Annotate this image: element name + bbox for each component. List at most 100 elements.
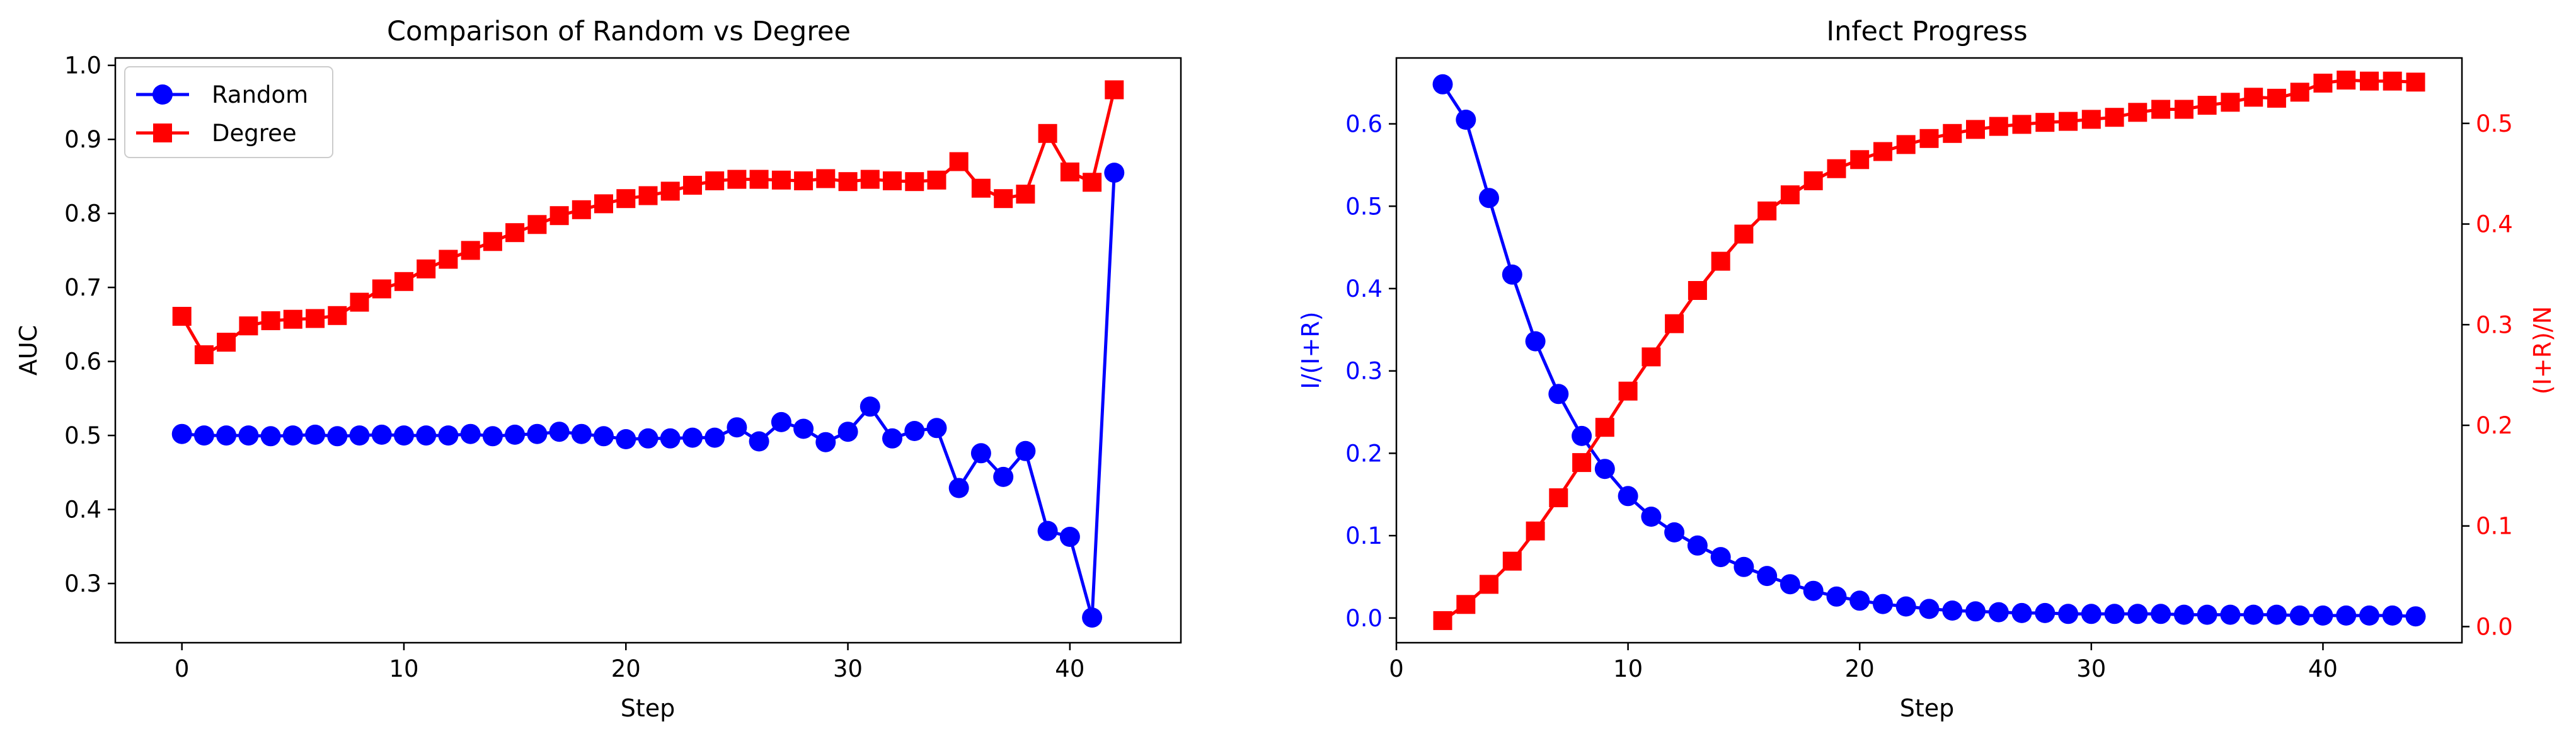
series-random-point	[948, 478, 969, 498]
legend-marker-degree	[153, 123, 172, 142]
series-infected-fraction-point	[2313, 73, 2333, 93]
series-infected-fraction-point	[1526, 521, 1545, 541]
series-infected-fraction-point	[2383, 71, 2402, 91]
y-axis-ticks: 0.3 0.4 0.5 0.6 0.7 0.8 0.9 1.0	[64, 52, 115, 597]
y-axis-ticks-right: 0.0 0.1 0.2 0.3 0.4 0.5	[2462, 110, 2513, 640]
y-tick-label: 0.5	[64, 422, 101, 449]
series-degree-point	[927, 170, 946, 190]
series-degree-point	[705, 171, 725, 190]
series-random-point	[638, 428, 658, 449]
series-active-ratio-point	[1687, 535, 1708, 556]
y-tick-label: 0.3	[2476, 311, 2513, 338]
series-random-point	[216, 425, 237, 446]
series-degree-point	[683, 176, 702, 195]
series-infected-fraction-point	[2059, 112, 2078, 131]
series-active-ratio-point	[2382, 605, 2403, 626]
series-infected-fraction-point	[2174, 100, 2194, 119]
y-tick-label: 0.3	[64, 570, 101, 597]
chart-title: Infect Progress	[1826, 16, 2027, 47]
series-random-point	[238, 425, 259, 446]
series-infected-fraction-point	[2035, 113, 2055, 132]
series-infected-fraction-point	[2360, 71, 2379, 91]
series-infected-fraction-point	[1480, 575, 1498, 594]
x-axis-ticks: 0 10 20 30 40	[1389, 643, 2338, 682]
series-random-point	[305, 424, 326, 445]
series-active-ratio-point	[1572, 425, 1592, 446]
series-random-point	[482, 426, 503, 447]
series-degree-point	[816, 169, 836, 188]
series-random-point	[793, 418, 814, 439]
series-degree-point	[306, 309, 325, 328]
y-tick-label: 0.4	[2476, 211, 2513, 238]
series-active-ratio-point	[2081, 604, 2102, 624]
plot-frame	[114, 57, 1182, 644]
series-infected-fraction-point	[2406, 72, 2425, 92]
series-active-ratio-point	[1895, 596, 1916, 617]
series-active-ratio-point	[1780, 574, 1800, 595]
series-random-point	[527, 423, 548, 444]
series-degree-point	[971, 178, 991, 198]
y-tick-label: 0.9	[64, 126, 101, 153]
series-degree-point	[594, 194, 613, 214]
x-tick-label: 30	[2076, 655, 2106, 682]
series-degree-point	[905, 172, 924, 192]
series-active-ratio-point	[1710, 547, 1731, 568]
series-degree-point	[838, 172, 858, 192]
y-tick-label: 0.6	[64, 348, 101, 376]
series-random-point	[1059, 527, 1080, 547]
x-axis-ticks: 0 10 20 30 40	[175, 643, 1084, 682]
series-active-ratio-point	[1618, 486, 1638, 507]
series-active-ratio-point	[2289, 605, 2310, 626]
series-active-ratio-point	[1734, 556, 1754, 577]
x-tick-label: 20	[1845, 655, 1875, 682]
series-degree-point	[749, 169, 769, 189]
series-random-point	[904, 421, 925, 441]
series-infected-fraction-point	[1780, 185, 1800, 205]
series-degree-point	[572, 200, 591, 219]
series-random-point	[438, 425, 459, 446]
y-axis-title: AUC	[14, 325, 42, 376]
series-active-ratio-point	[2035, 602, 2056, 623]
series-random-point	[970, 443, 991, 464]
series-degree-point	[1016, 185, 1035, 204]
series-random-point	[1104, 163, 1125, 183]
series-random-point	[771, 411, 791, 432]
series-random-point	[704, 427, 725, 448]
series-random-point	[416, 425, 437, 446]
series-infected-fraction-point	[1642, 347, 1661, 367]
series-degree-point	[860, 169, 880, 189]
series-random-point	[394, 425, 414, 446]
series-degree-point	[172, 307, 192, 326]
series-active-ratio-point	[2220, 604, 2241, 625]
series-random-point	[660, 428, 681, 449]
series-active-ratio-point	[1525, 331, 1546, 352]
series-random-point	[193, 425, 214, 446]
series-infected-fraction-point	[2221, 93, 2240, 112]
series-layer	[171, 80, 1125, 628]
series-random-point	[926, 418, 947, 439]
series-degree-point	[727, 169, 747, 189]
series-infected-fraction-point	[1803, 171, 1823, 190]
series-active-ratio-point	[2173, 604, 2194, 625]
series-infected-fraction-point	[1850, 150, 1870, 169]
series-random-point	[837, 422, 858, 442]
series-active-ratio-point	[2151, 604, 2171, 624]
series-active-ratio-point	[2359, 605, 2379, 626]
series-degree-point	[217, 333, 236, 352]
series-degree-point	[372, 279, 391, 299]
y-tick-label: 0.7	[64, 274, 101, 301]
y-tick-label: 0.4	[64, 497, 101, 524]
series-random-point	[549, 422, 570, 442]
chart-infect-progress: Infect Progress 0 10 20 30 40 0.00.10.20.30.…	[1297, 16, 2556, 722]
series-infected-fraction-point	[1595, 418, 1614, 437]
x-tick-label: 30	[833, 655, 863, 682]
y-axis-ticks-left: 0.0 0.1 0.2 0.3 0.4 0.5 0.6	[1345, 111, 1396, 632]
series-random-point	[616, 429, 636, 449]
y-tick-label: 0.5	[1345, 193, 1383, 220]
y-tick-label: 0.0	[2476, 613, 2513, 640]
y-axis-title-right: (I+R)/N	[2529, 306, 2556, 394]
series-degree-point	[949, 152, 969, 171]
series-active-ratio-point	[1919, 599, 1940, 619]
series-active-ratio-point	[1826, 586, 1847, 607]
